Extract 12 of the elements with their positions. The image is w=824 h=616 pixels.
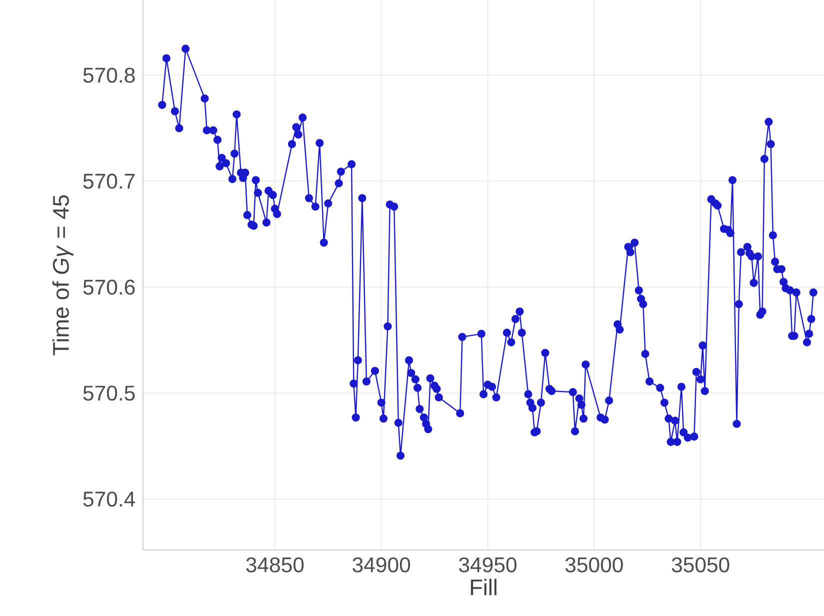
x-tick-label: 34900 xyxy=(352,557,410,572)
x-tick-label: 35050 xyxy=(672,557,730,572)
y-axis-title: Time of Gγ = 45 xyxy=(52,195,74,356)
x-tick-label: 35000 xyxy=(565,557,623,572)
x-tick-label: 34850 xyxy=(246,557,304,572)
y-tick-label: 570.6 xyxy=(83,280,135,295)
y-tick-label: 570.4 xyxy=(83,492,136,507)
y-tick-label: 570.5 xyxy=(83,386,135,401)
x-axis-title: Fill xyxy=(470,578,496,596)
y-tick-label: 570.8 xyxy=(83,68,135,83)
x-tick-label: 34950 xyxy=(459,557,516,572)
y-tick-label: 570.7 xyxy=(83,174,135,189)
